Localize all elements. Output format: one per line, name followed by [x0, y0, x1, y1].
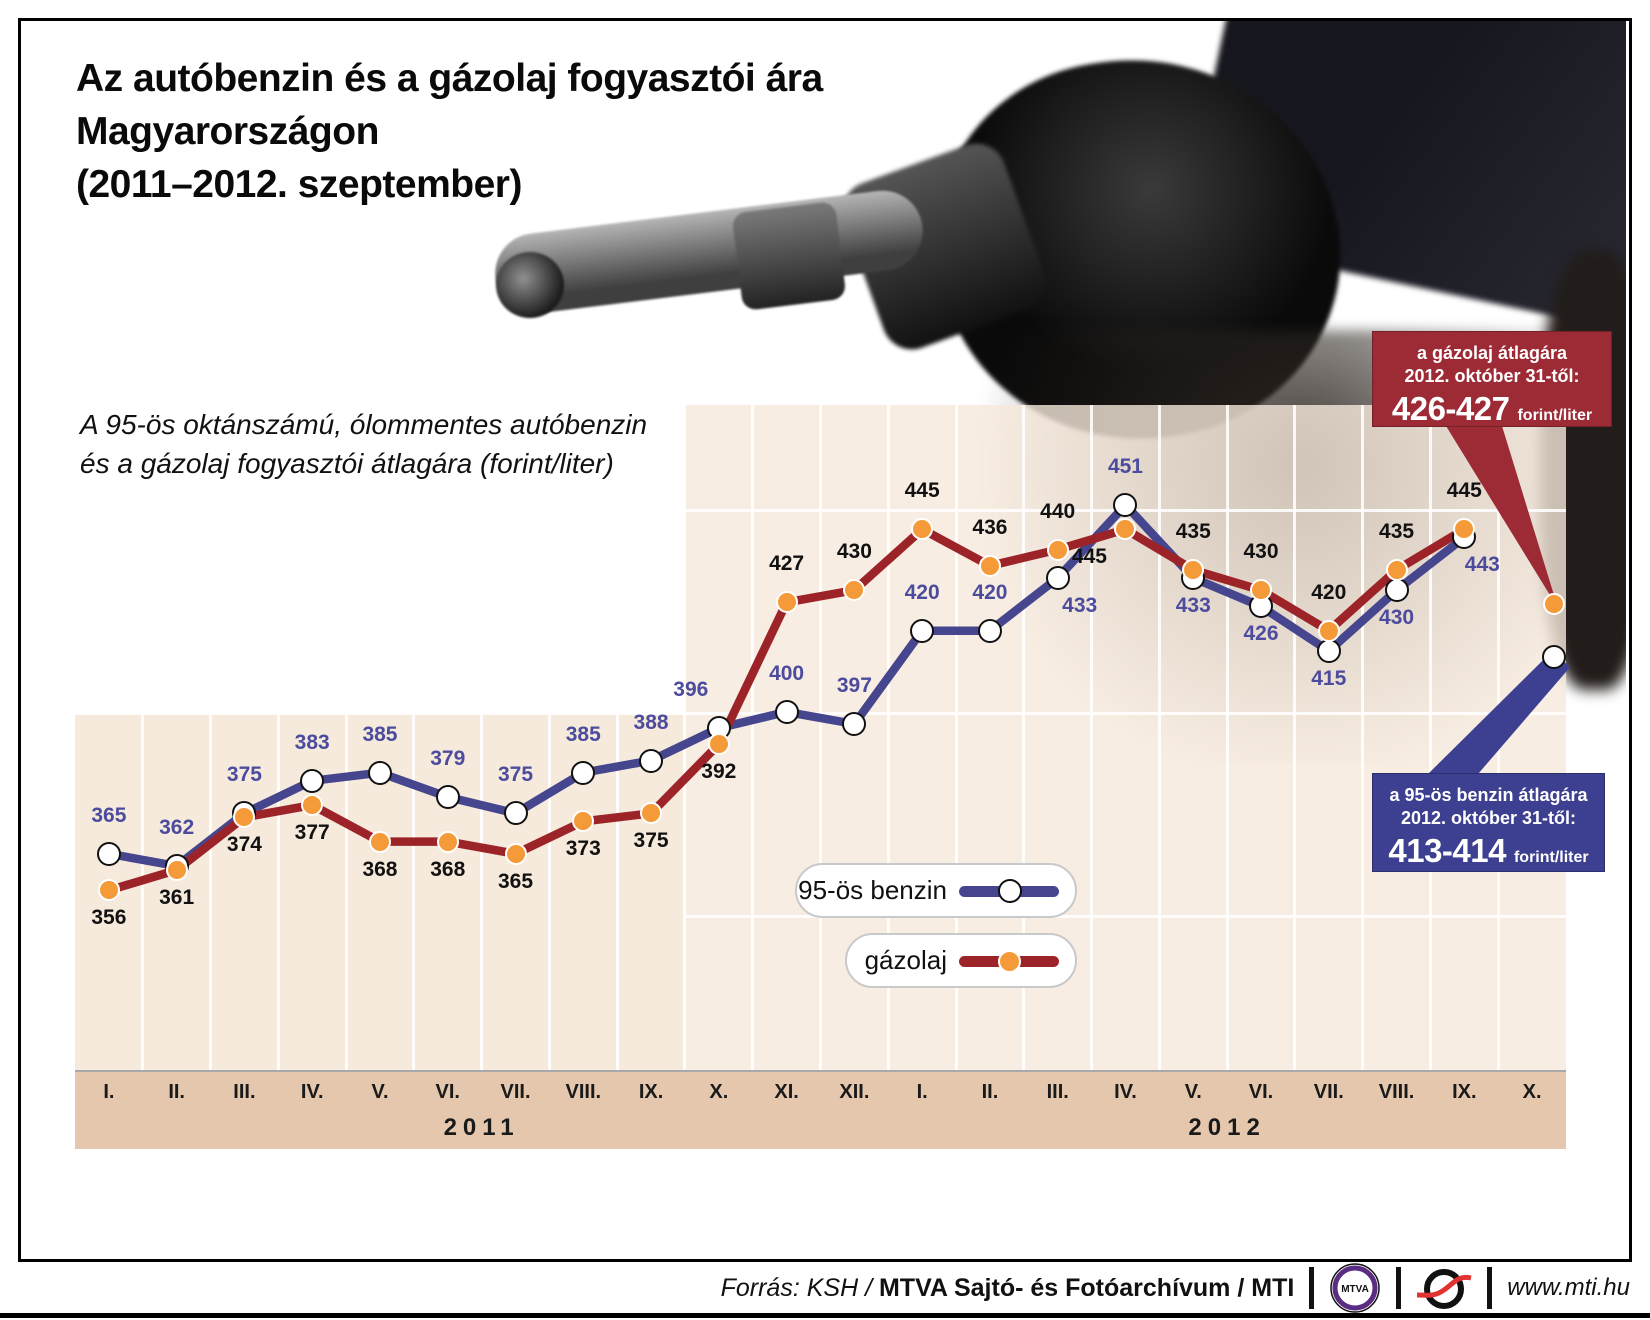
mtva-logo: MTVA — [1330, 1263, 1381, 1313]
gridline-vertical — [209, 713, 213, 1070]
title-line-3: (2011–2012. szeptember) — [76, 163, 522, 206]
subtitle-line-1: A 95-ös oktánszámú, ólommentes autóbenzi… — [80, 409, 648, 440]
x-axis-strip — [75, 1070, 1566, 1149]
legend-label-gazolaj: gázolaj — [864, 945, 947, 975]
footer-divider — [1487, 1267, 1493, 1309]
callout-gazolaj-line1: a gázolaj átlagára — [1416, 343, 1568, 363]
bottom-rule — [0, 1313, 1650, 1318]
callout-pointer-gazolaj — [1446, 426, 1559, 609]
title-line-1: Az autóbenzin és a gázolaj fogyasztói ár… — [76, 57, 823, 100]
source-agencies: MTVA Sajtó- és Fotóarchívum / MTI — [878, 1273, 1295, 1302]
gridline-vertical — [344, 713, 348, 1070]
callout-benzin-line2: 2012. október 31-től: — [1400, 808, 1577, 828]
legend-swatch-gazolaj — [959, 949, 1059, 973]
gridline-vertical — [547, 713, 551, 1070]
gridline-vertical — [751, 405, 755, 1070]
gridline-vertical — [1361, 405, 1365, 1070]
gridline-vertical — [683, 405, 687, 1070]
gridline-vertical — [480, 713, 484, 1070]
legend-item-benzin: 95-ös benzin — [795, 863, 1077, 918]
legend-label-benzin: 95-ös benzin — [798, 875, 947, 905]
gridline-vertical — [1428, 405, 1432, 1070]
source-credit: Forrás: KSH / MTVA Sajtó- és Fotóarchívu… — [721, 1274, 1295, 1303]
footer-divider — [1396, 1267, 1402, 1309]
series-line — [104, 500, 1469, 871]
callout-benzin-october: a 95-ös benzin átlagára 2012. október 31… — [1372, 773, 1605, 872]
website-url: www.mti.hu — [1507, 1274, 1630, 1301]
title-line-2: Magyarországon — [76, 110, 379, 153]
gridline-vertical — [276, 713, 280, 1070]
chart-subtitle: A 95-ös oktánszámú, ólommentes autóbenzi… — [80, 405, 647, 483]
callout-gazolaj-line2: 2012. október 31-től: — [1404, 366, 1580, 386]
callout-benzin-value: 413-414 — [1388, 832, 1506, 869]
footer-divider — [1309, 1267, 1315, 1309]
gazolaj-marker-sample — [998, 949, 1021, 973]
callout-gazolaj-value: 426-427 — [1391, 390, 1510, 427]
gridline-vertical — [954, 405, 958, 1070]
gridline-vertical — [1090, 405, 1094, 1070]
callout-benzin-unit: forint/liter — [1513, 849, 1589, 866]
subtitle-line-2: és a gázolaj fogyasztói átlagára (forint… — [80, 448, 614, 479]
gridline-vertical — [141, 713, 145, 1070]
gridline-350 — [684, 914, 1566, 918]
gridline-vertical — [412, 713, 416, 1070]
legend-swatch-benzin — [959, 878, 1059, 903]
page-title: Az autóbenzin és a gázolaj fogyasztói ár… — [76, 52, 823, 211]
gridline-400 — [75, 711, 1566, 715]
callout-benzin-line1: a 95-ös benzin átlagára — [1389, 785, 1588, 805]
gridline-vertical — [1225, 405, 1229, 1070]
legend-item-gazolaj: gázolaj — [845, 933, 1077, 988]
callout-gazolaj-october: a gázolaj átlagára 2012. október 31-től:… — [1372, 331, 1612, 427]
gridline-vertical — [819, 405, 822, 1070]
callout-gazolaj-unit: forint/liter — [1517, 407, 1593, 424]
gridline-vertical — [615, 713, 619, 1070]
benzin-marker-sample — [998, 878, 1022, 903]
gridline-vertical — [1022, 405, 1026, 1070]
callout-pointer-benzin — [1428, 651, 1571, 774]
gridline-vertical — [1157, 405, 1161, 1070]
gridline-vertical — [886, 405, 890, 1070]
mti-logo — [1417, 1269, 1472, 1309]
gridline-vertical — [1293, 405, 1297, 1070]
source-prefix: Forrás: KSH / — [720, 1273, 873, 1302]
footer: Forrás: KSH / MTVA Sajtó- és Fotóarchívu… — [0, 1262, 1630, 1314]
photo-tube-tip — [496, 252, 564, 318]
svg-text:MTVA: MTVA — [1342, 1284, 1370, 1295]
